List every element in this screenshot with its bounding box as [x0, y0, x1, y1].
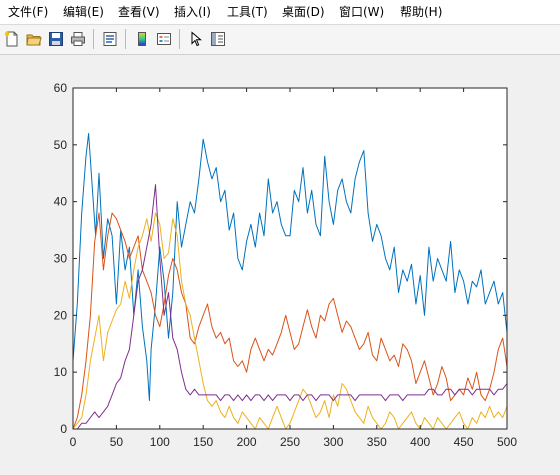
y-tick-label: 60	[54, 81, 68, 95]
menu-desktop[interactable]: 桌面(D)	[282, 5, 325, 19]
x-tick-label: 400	[410, 435, 430, 449]
y-tick-label: 0	[60, 422, 67, 436]
edit-plot-arrow-icon[interactable]	[185, 28, 207, 50]
menu-tools[interactable]: 工具(T)	[227, 5, 268, 19]
colorbar-icon[interactable]	[131, 28, 153, 50]
y-tick-label: 20	[54, 308, 68, 322]
print-icon[interactable]	[67, 28, 89, 50]
link-plot-icon[interactable]	[99, 28, 121, 50]
menu-view[interactable]: 查看(V)	[118, 5, 160, 19]
menu-file[interactable]: 文件(F)	[8, 5, 49, 19]
x-tick-label: 0	[70, 435, 77, 449]
x-tick-label: 500	[497, 435, 517, 449]
menu-window[interactable]: 窗口(W)	[339, 5, 385, 19]
x-tick-label: 100	[150, 435, 170, 449]
x-tick-label: 250	[280, 435, 300, 449]
save-icon[interactable]	[45, 28, 67, 50]
x-tick-label: 300	[323, 435, 343, 449]
line-chart: 0 50 100 150 200 250 300 350 400 450 500 0 10 20 30 40 5…	[54, 81, 518, 449]
toolbar	[0, 25, 560, 55]
series-line-3[interactable]	[72, 212, 508, 430]
ticks-layer: 0 50 100 150 200 250 300 350 400 450 500 0 10 20 30 40 5…	[54, 81, 518, 449]
legend-icon[interactable]	[153, 28, 175, 50]
x-tick-label: 350	[367, 435, 387, 449]
y-tick-label: 30	[54, 252, 68, 266]
x-tick-label: 150	[193, 435, 213, 449]
series-line-4[interactable]	[73, 184, 508, 430]
axes-background[interactable]	[73, 88, 507, 429]
toolbar-separator	[93, 29, 94, 49]
series-layer	[72, 133, 508, 430]
x-tick-label: 50	[110, 435, 124, 449]
y-tick-label: 40	[54, 195, 68, 209]
menu-bar: 文件(F) 编辑(E) 查看(V) 插入(I) 工具(T) 桌面(D) 窗口(W…	[0, 0, 560, 25]
x-tick-label: 450	[454, 435, 474, 449]
property-inspector-icon[interactable]	[207, 28, 229, 50]
toolbar-separator	[125, 29, 126, 49]
y-tick-label: 50	[54, 138, 68, 152]
series-line-1[interactable]	[72, 133, 508, 402]
menu-edit[interactable]: 编辑(E)	[63, 5, 104, 19]
menu-help[interactable]: 帮助(H)	[400, 5, 443, 19]
x-tick-label: 200	[237, 435, 257, 449]
figure-canvas: 0 50 100 150 200 250 300 350 400 450 500 0 10 20 30 40 5…	[0, 55, 560, 475]
menu-insert[interactable]: 插入(I)	[174, 5, 211, 19]
open-file-icon[interactable]	[23, 28, 45, 50]
new-figure-icon[interactable]	[1, 28, 23, 50]
y-tick-label: 10	[54, 365, 68, 379]
toolbar-separator	[179, 29, 180, 49]
